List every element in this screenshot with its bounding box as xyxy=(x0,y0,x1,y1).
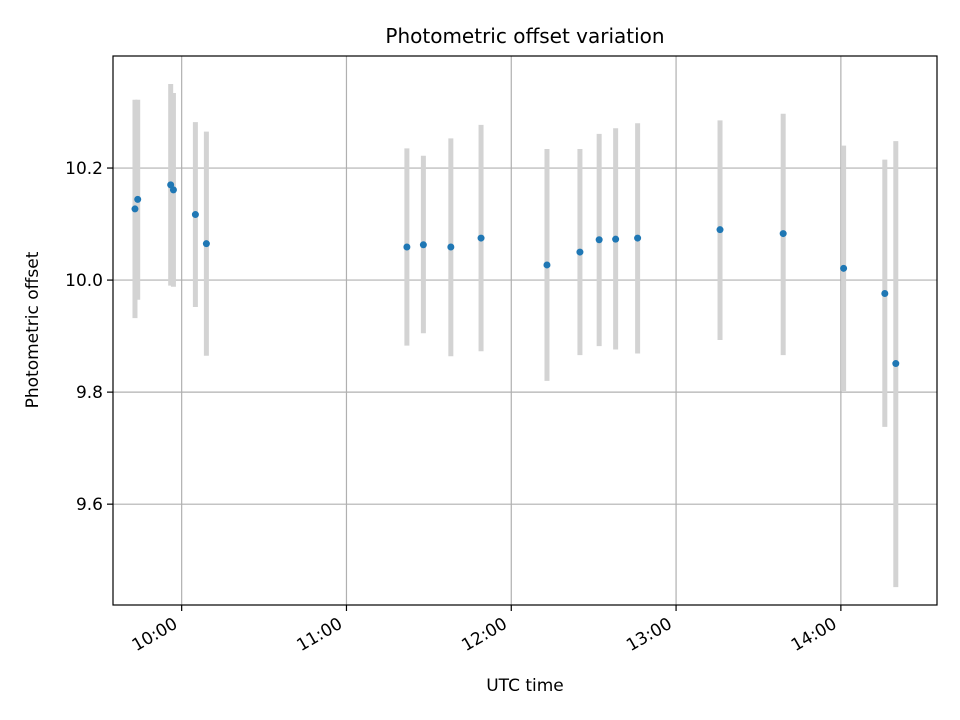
data-point xyxy=(612,235,620,243)
data-point xyxy=(595,236,603,244)
data-point xyxy=(716,226,724,234)
chart-title: Photometric offset variation xyxy=(385,24,664,48)
data-point xyxy=(477,234,485,242)
data-point xyxy=(169,186,177,194)
data-point xyxy=(447,243,455,251)
y-tick-label: 10.0 xyxy=(65,271,103,291)
data-point xyxy=(576,248,584,256)
data-point xyxy=(403,243,411,251)
data-point xyxy=(419,241,427,249)
data-point xyxy=(779,230,787,238)
data-point xyxy=(892,360,900,368)
data-point xyxy=(202,240,210,248)
data-point xyxy=(881,290,889,298)
y-tick-label: 9.6 xyxy=(76,495,103,515)
plot-frame xyxy=(112,55,938,606)
y-tick-label: 10.2 xyxy=(65,159,103,179)
x-axis-label: UTC time xyxy=(486,676,564,696)
y-axis-label: Photometric offset xyxy=(23,251,43,408)
data-point xyxy=(840,264,848,272)
y-tick-label: 9.8 xyxy=(76,383,103,403)
data-point xyxy=(634,234,642,242)
data-point xyxy=(543,261,551,269)
data-points xyxy=(131,181,900,368)
data-point xyxy=(191,211,199,219)
data-point xyxy=(134,195,142,203)
grid xyxy=(113,56,937,605)
data-point xyxy=(131,205,139,213)
